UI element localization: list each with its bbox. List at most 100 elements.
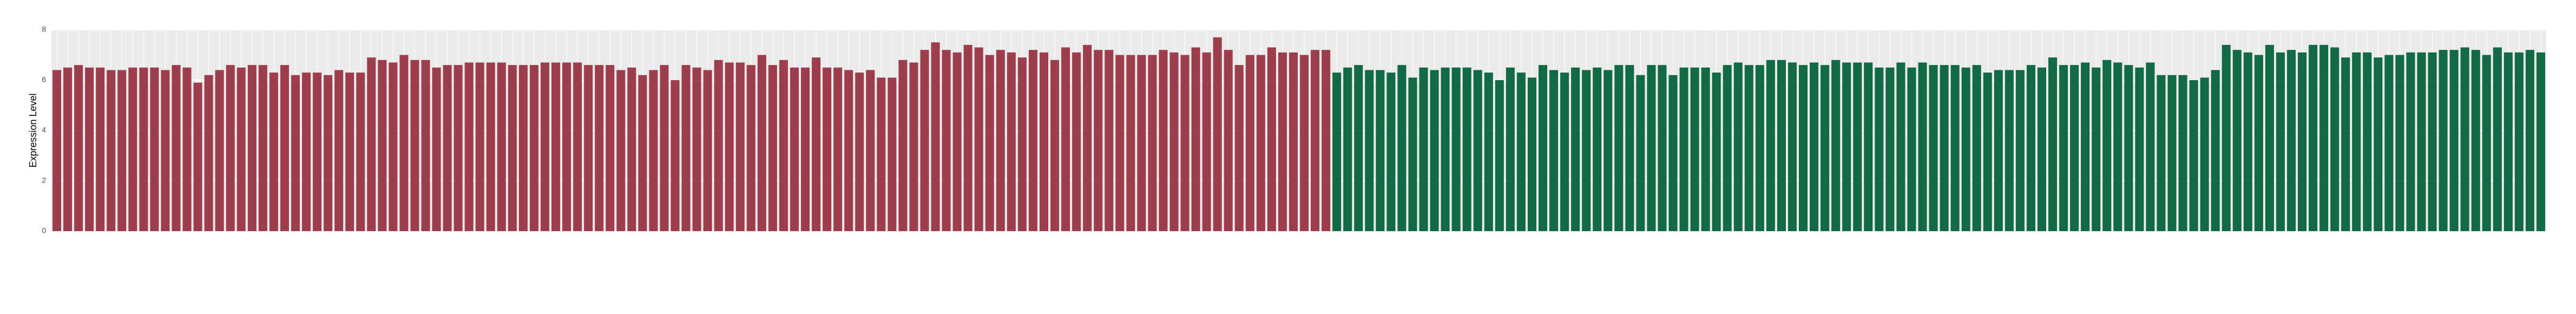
- bar: [529, 65, 538, 231]
- bar: [1516, 73, 1526, 232]
- bar: [2157, 75, 2166, 231]
- bar: [63, 67, 73, 231]
- bar: [974, 47, 983, 232]
- bar: [790, 67, 799, 231]
- bar: [139, 67, 148, 231]
- bar: [432, 67, 441, 231]
- bar: [85, 67, 94, 231]
- bar: [421, 60, 430, 232]
- bar: [356, 73, 365, 232]
- bar: [2341, 57, 2350, 232]
- bar: [2048, 57, 2058, 232]
- bar: [1668, 75, 1678, 231]
- bar: [1495, 80, 1504, 231]
- bar: [2449, 50, 2459, 231]
- bar: [410, 60, 419, 232]
- bar: [823, 67, 832, 231]
- bar: [2070, 65, 2079, 231]
- bar: [2167, 75, 2177, 231]
- bar: [1885, 67, 1895, 231]
- bar: [1419, 67, 1428, 231]
- bar: [1322, 50, 1331, 231]
- bar: [1593, 67, 1602, 231]
- bar: [1289, 52, 1298, 231]
- bar: [313, 73, 322, 232]
- bar: [1441, 67, 1450, 231]
- bar: [117, 70, 127, 231]
- bar: [1105, 50, 1114, 231]
- bar: [52, 70, 62, 231]
- bar: [291, 75, 300, 231]
- bar: [1755, 65, 1764, 231]
- bar: [1386, 73, 1396, 232]
- bar: [1354, 65, 1363, 231]
- bar: [2015, 70, 2025, 231]
- bar: [2081, 62, 2090, 231]
- y-tick-label: 6: [42, 75, 46, 84]
- bar: [1007, 52, 1016, 231]
- bar: [1159, 50, 1168, 231]
- bar: [1918, 62, 1927, 231]
- bar: [2059, 65, 2068, 231]
- bar: [1473, 70, 1482, 231]
- bar: [324, 75, 333, 231]
- bar: [2276, 52, 2285, 231]
- bar: [1950, 65, 1960, 231]
- bar: [692, 67, 701, 231]
- bar: [1343, 67, 1352, 231]
- bar: [540, 62, 549, 231]
- bar: [475, 62, 484, 231]
- bar: [1744, 65, 1753, 231]
- bar: [866, 70, 875, 231]
- bar: [2178, 75, 2187, 231]
- bar: [2428, 52, 2437, 231]
- bar: [2525, 50, 2534, 231]
- bar: [1831, 60, 1841, 232]
- bar: [2232, 50, 2242, 231]
- bar: [1636, 75, 1645, 231]
- bar: [2113, 62, 2122, 231]
- bar: [2536, 52, 2545, 231]
- bar: [746, 65, 755, 231]
- bar: [584, 65, 593, 231]
- bar: [2135, 67, 2144, 231]
- bar: [2211, 70, 2220, 231]
- bar: [757, 55, 766, 231]
- bar: [1397, 65, 1407, 231]
- bar: [1907, 67, 1916, 231]
- bar: [1983, 73, 1992, 232]
- y-tick-label: 2: [42, 176, 46, 185]
- bar: [725, 62, 734, 231]
- bar: [1365, 70, 1374, 231]
- bar: [1332, 73, 1342, 232]
- bar: [703, 70, 712, 231]
- bar: [942, 50, 951, 231]
- bar: [1234, 65, 1244, 231]
- bar: [638, 75, 647, 231]
- bar: [1094, 50, 1103, 231]
- bar: [1549, 70, 1559, 231]
- bar: [920, 50, 929, 231]
- y-tick-label: 4: [42, 126, 46, 134]
- bar: [1604, 70, 1613, 231]
- bar: [606, 65, 615, 231]
- bar: [367, 57, 376, 232]
- bar: [1777, 60, 1786, 232]
- bar: [2146, 62, 2155, 231]
- bar: [280, 65, 289, 231]
- bar: [1050, 60, 1060, 232]
- bar: [1994, 70, 2003, 231]
- bar: [1853, 62, 1862, 231]
- bar: [1267, 47, 1276, 232]
- bar: [2503, 52, 2513, 231]
- bar: [1929, 65, 1938, 231]
- bar: [671, 80, 680, 231]
- bar: [931, 42, 940, 231]
- bar: [74, 65, 83, 231]
- bar: [996, 50, 1005, 231]
- bar: [2363, 52, 2372, 231]
- bar: [1875, 67, 1884, 231]
- bar: [497, 62, 506, 231]
- bar: [2298, 52, 2307, 231]
- bar: [1821, 65, 1830, 231]
